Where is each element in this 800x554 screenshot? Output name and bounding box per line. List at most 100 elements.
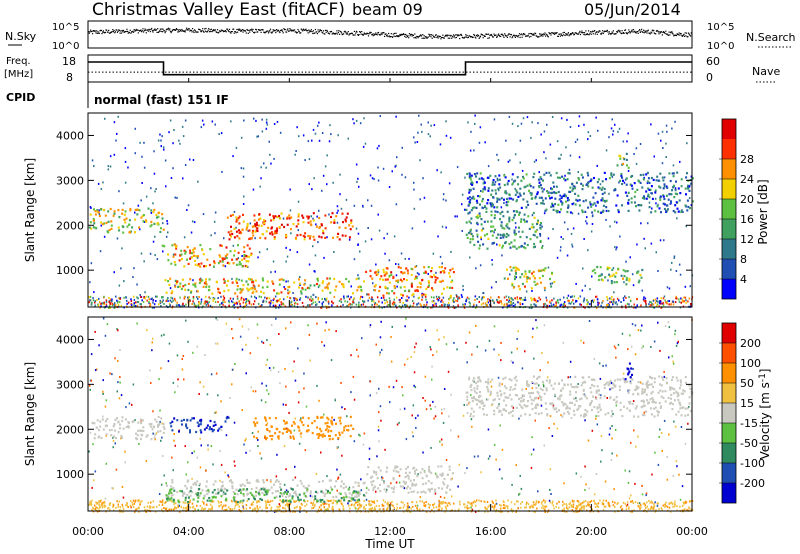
noise-point — [168, 29, 170, 31]
noise-point — [547, 36, 549, 38]
noise-point — [160, 30, 162, 32]
echo-cell — [427, 266, 430, 269]
scatter-cell — [588, 320, 591, 322]
echo-cell — [433, 274, 436, 277]
scatter-cell — [567, 376, 569, 379]
scatter-cell — [656, 504, 659, 507]
ground-cell — [552, 303, 555, 306]
echo-cell — [129, 209, 132, 212]
echo-cell — [296, 234, 299, 237]
scatter-cell — [152, 202, 154, 205]
scatter-cell — [378, 229, 381, 232]
scatter-cell — [211, 120, 214, 123]
scatter-cell — [255, 119, 257, 122]
scatter-cell — [234, 464, 236, 467]
ground-cell — [94, 304, 96, 307]
scatter-cell — [296, 126, 298, 129]
echo-cell — [121, 212, 124, 215]
scatter-cell — [398, 421, 400, 424]
scatter-cell — [335, 330, 337, 333]
ground-cell — [272, 299, 275, 301]
echo-cell — [481, 197, 484, 201]
noise-point — [210, 30, 212, 33]
noise-point — [203, 31, 205, 33]
scatter-cell — [493, 231, 495, 234]
ground-cell — [317, 296, 320, 299]
noise-point — [175, 28, 178, 30]
ground-cell — [591, 299, 594, 302]
ground-cell — [119, 301, 121, 304]
scatter-cell — [206, 393, 209, 396]
echo-cell — [499, 218, 501, 221]
noise-point — [129, 29, 131, 31]
ground-cell — [560, 303, 562, 306]
scatter-cell — [141, 182, 143, 184]
noise-point — [337, 33, 339, 35]
echo-cell — [413, 277, 416, 280]
scatter-cell — [501, 383, 503, 386]
echo-cell — [138, 226, 141, 229]
noise-point — [533, 34, 535, 36]
echo-cell — [273, 216, 275, 219]
echo-cell — [320, 223, 323, 226]
ground-cell — [269, 300, 272, 303]
noise-point — [412, 34, 414, 37]
scatter-cell — [177, 385, 179, 388]
scatter-cell — [461, 230, 463, 232]
ground-cell — [214, 300, 217, 303]
echo-cell — [645, 173, 648, 176]
scatter-cell — [381, 348, 383, 351]
scatter-cell — [532, 327, 534, 330]
echo-cell — [651, 192, 653, 195]
scatter-cell — [454, 215, 456, 218]
scatter-cell — [120, 267, 122, 270]
scatter-cell — [431, 365, 433, 368]
ground-cell — [656, 297, 659, 300]
noise-point — [139, 30, 141, 32]
echo-cell — [88, 226, 91, 229]
scatter-cell — [536, 229, 538, 231]
scatter-cell — [265, 118, 268, 121]
echo-cell — [123, 213, 126, 216]
scatter-cell — [612, 267, 615, 270]
noise-point — [590, 33, 592, 35]
noise-point — [277, 29, 280, 31]
noise-point — [185, 29, 187, 31]
scatter-cell — [381, 476, 383, 479]
echo-cell — [268, 213, 271, 216]
scatter-cell — [442, 198, 445, 201]
noise-point — [508, 33, 510, 35]
ground-cell — [466, 504, 468, 507]
echo-cell — [436, 277, 439, 280]
noise-point — [318, 30, 321, 32]
scatter-cell — [627, 132, 629, 135]
echo-cell — [238, 215, 241, 218]
ground-cell — [368, 503, 370, 506]
power-y-label: Slant Range [km] — [23, 158, 37, 262]
echo-cell — [668, 193, 671, 196]
noise-point — [688, 32, 690, 34]
noise-point — [615, 33, 617, 35]
echo-cell — [479, 215, 481, 218]
echo-cell — [522, 177, 525, 180]
scatter-cell — [520, 297, 522, 299]
scatter-cell — [360, 489, 363, 492]
ground-cell — [616, 303, 618, 306]
scatter-cell — [664, 325, 667, 328]
scatter-cell — [381, 306, 383, 309]
ground-cell — [480, 303, 483, 306]
scatter-cell — [395, 379, 398, 382]
noise-point — [284, 28, 286, 31]
noise-point — [96, 30, 98, 32]
scatter-cell — [162, 222, 164, 225]
echo-cell — [113, 212, 116, 215]
echo-cell — [416, 285, 419, 289]
ground-cell — [431, 509, 433, 512]
scatter-cell — [440, 438, 443, 441]
scatter-cell — [650, 242, 653, 245]
scatter-cell — [266, 248, 268, 251]
noise-point — [336, 30, 338, 32]
noise-point — [218, 31, 220, 34]
scatter-cell — [287, 280, 289, 283]
noise-point — [271, 32, 273, 34]
